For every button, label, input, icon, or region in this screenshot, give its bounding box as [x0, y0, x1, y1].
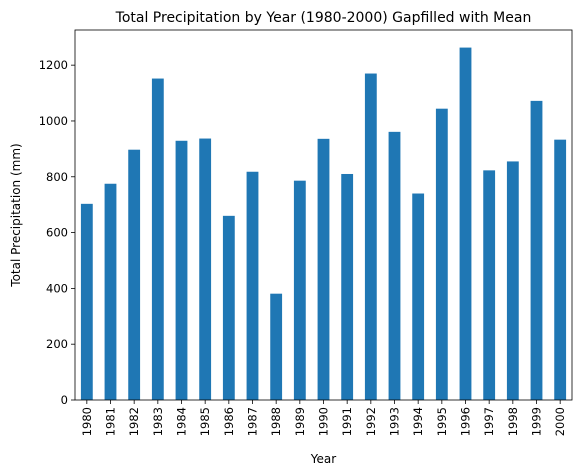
bar-1982 [128, 149, 141, 400]
bar-2000 [554, 139, 567, 400]
bar-1996 [459, 47, 472, 400]
y-tick-label: 1000 [39, 114, 68, 128]
y-axis-label: Total Precipitation (mm) [9, 143, 23, 287]
y-tick-label: 0 [61, 393, 68, 407]
bar-1989 [293, 180, 306, 400]
chart-title: Total Precipitation by Year (1980-2000) … [115, 10, 532, 26]
x-tick-label: 1992 [364, 407, 378, 436]
bar-1981 [104, 183, 117, 400]
bar-1993 [388, 131, 401, 400]
bar-1991 [341, 173, 354, 400]
x-tick-label: 1993 [388, 407, 402, 436]
bar-1987 [246, 171, 259, 400]
x-tick-label: 2000 [553, 407, 567, 436]
y-tick-label: 400 [46, 281, 68, 295]
x-tick-label: 1997 [482, 407, 496, 436]
bar-1997 [483, 170, 496, 400]
bars-group [80, 47, 567, 401]
x-tick-label: 1996 [459, 407, 473, 436]
y-tick-label: 600 [46, 226, 68, 240]
x-tick-label: 1983 [151, 407, 165, 436]
x-tick-label: 1981 [104, 407, 118, 436]
x-tick-label: 1994 [411, 407, 425, 436]
plot-frame [74, 29, 573, 401]
bar-1998 [506, 161, 519, 400]
bar-1990 [317, 138, 330, 400]
bar-1986 [222, 215, 235, 400]
bar-1999 [530, 100, 543, 400]
bar-1988 [270, 293, 283, 400]
x-tick-label: 1986 [222, 407, 236, 436]
x-tick-label: 1982 [127, 407, 141, 436]
bar-1980 [80, 203, 93, 400]
bar-1985 [199, 138, 212, 400]
bar-1995 [435, 108, 448, 401]
x-axis-ticks: 1980 1981 1982 1983 1984 1985 1986 1987 1988 1989… [80, 400, 567, 436]
y-tick-label: 800 [46, 170, 68, 184]
x-tick-label: 1995 [435, 407, 449, 436]
x-tick-label: 1980 [80, 407, 94, 436]
x-tick-label: 1988 [269, 407, 283, 436]
x-tick-label: 1989 [293, 407, 307, 436]
x-tick-label: 1998 [506, 407, 520, 436]
y-axis-ticks: 0 200 400 600 800 1000 1200 [39, 58, 75, 407]
bar-1994 [412, 193, 425, 400]
x-axis-label: Year [310, 452, 336, 466]
y-tick-label: 200 [46, 337, 68, 351]
x-tick-label: 1990 [317, 407, 331, 436]
x-tick-label: 1984 [175, 407, 189, 436]
y-tick-label: 1200 [39, 58, 68, 72]
x-tick-label: 1985 [198, 407, 212, 436]
x-tick-label: 1991 [340, 407, 354, 436]
bar-1992 [364, 73, 377, 400]
bar-1984 [175, 140, 188, 400]
x-tick-label: 1987 [246, 407, 260, 436]
x-tick-label: 1999 [530, 407, 544, 436]
bar-1983 [151, 78, 164, 400]
